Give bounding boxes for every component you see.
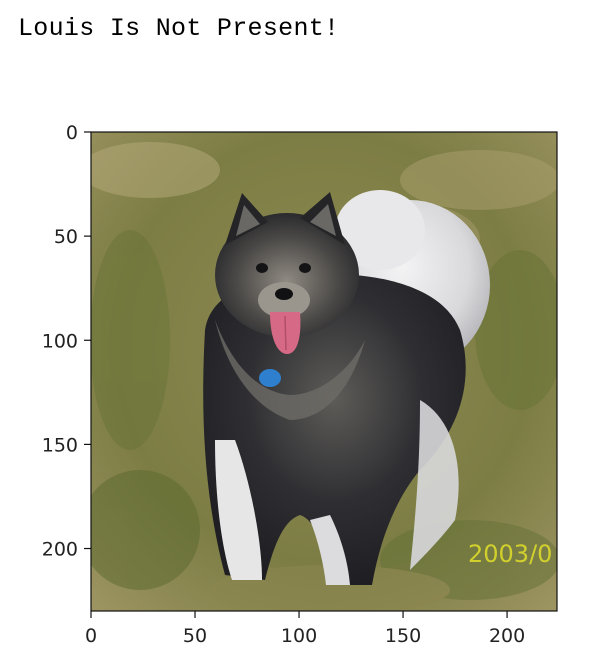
x-tick-label: 0 <box>85 625 97 647</box>
plot-frame <box>90 131 558 612</box>
cell-output-text: Louis Is Not Present! <box>18 14 340 43</box>
x-tick-label: 50 <box>183 625 207 647</box>
dog-photo-icon: 2003/0 <box>91 132 557 611</box>
y-tick-label: 200 <box>42 539 78 561</box>
x-tick-label: 150 <box>385 625 421 647</box>
y-axis: 0 50 100 150 200 <box>42 122 91 561</box>
x-axis: 0 50 100 150 200 <box>85 611 525 647</box>
y-tick-label: 0 <box>66 122 78 144</box>
x-tick-label: 100 <box>281 625 317 647</box>
y-tick-label: 150 <box>42 434 78 456</box>
x-tick-label: 200 <box>489 625 525 647</box>
y-tick-label: 100 <box>42 330 78 352</box>
y-tick-label: 50 <box>54 226 78 248</box>
photo-watermark: 2003/0 <box>468 540 552 568</box>
